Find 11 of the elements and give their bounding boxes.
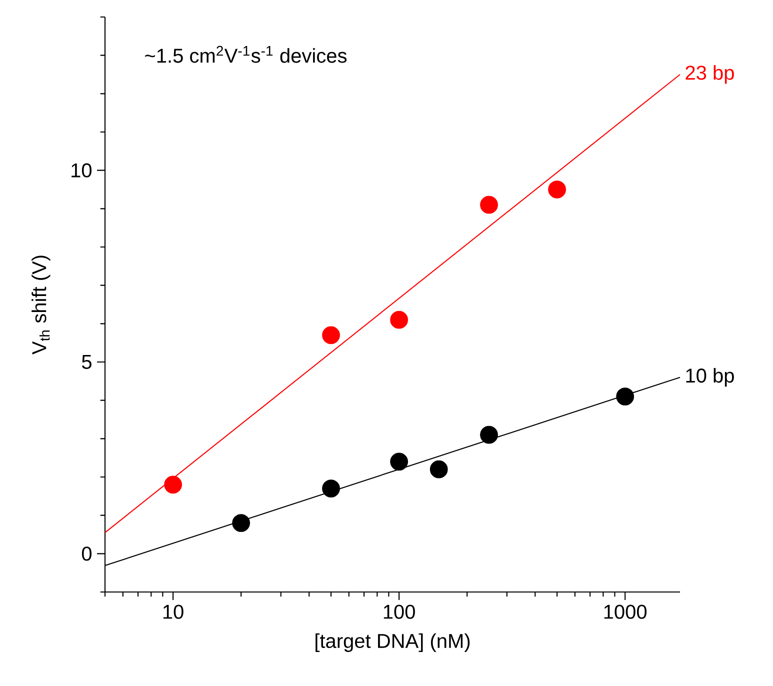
series-label: 10 bp: [686, 368, 734, 387]
y-tick-label: 5: [82, 355, 92, 369]
annotation: ~1.5 cm$^{2}$V$^{-1}$s$^{-1}$ devices: [145, 46, 347, 63]
series-label: 23 bp: [686, 65, 734, 84]
x-tick-label: 1000: [604, 604, 647, 619]
x-tick-label: 100: [384, 604, 415, 619]
y-tick-label: 10: [72, 163, 92, 178]
x-axis-title: [target DNA] (nM): [316, 633, 470, 652]
y-axis-title: V$_{th}$ shift (V): [32, 256, 50, 354]
x-tick-label: 10: [163, 604, 184, 619]
y-tick-label: 0: [82, 546, 92, 561]
